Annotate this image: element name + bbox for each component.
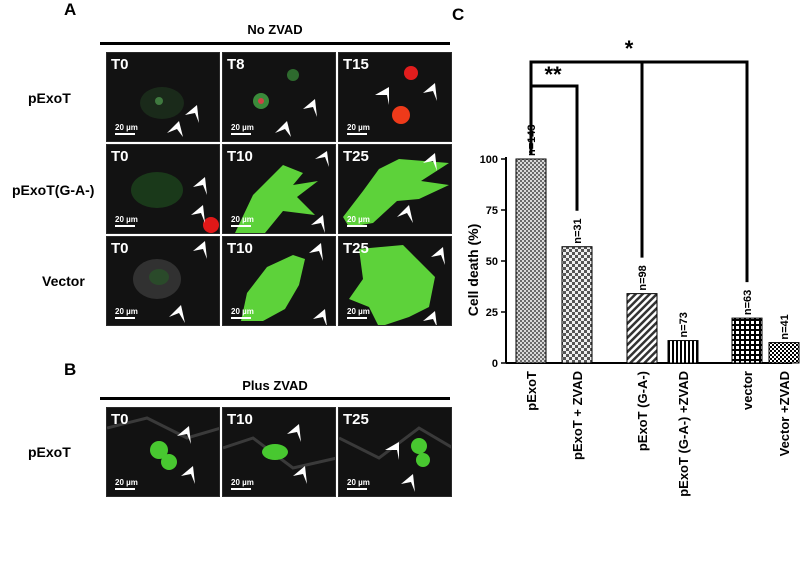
bar-count-label: n=73 <box>678 312 690 337</box>
row-label-vector: Vector <box>42 273 85 289</box>
x-category-label: pExoT (G-A-) <box>635 371 650 451</box>
time-label: T0 <box>111 240 129 257</box>
bar-1 <box>561 246 593 364</box>
time-label: T25 <box>343 411 369 428</box>
micrograph-zvad-t10: T10 20 µm <box>222 407 336 497</box>
scale-bar: 20 µm <box>115 307 138 319</box>
scale-bar: 20 µm <box>347 478 370 490</box>
micrograph-content <box>349 245 445 325</box>
time-label: T0 <box>111 411 129 428</box>
significance-label-double: ** <box>544 62 562 87</box>
y-tick-label: 75 <box>486 205 498 217</box>
panel-b-header-rule <box>100 397 450 400</box>
scale-bar: 20 µm <box>231 215 254 227</box>
micrograph-content <box>241 243 327 325</box>
panel-c-letter: C <box>452 5 464 24</box>
time-label: T10 <box>227 240 253 257</box>
scale-bar: 20 µm <box>115 215 138 227</box>
micrograph-content <box>339 426 451 492</box>
micrograph-content <box>235 151 329 233</box>
micrograph-content <box>253 69 317 137</box>
scale-bar: 20 µm <box>231 478 254 490</box>
bar-count-label: n=63 <box>742 290 754 315</box>
bar-count-label: n=31 <box>572 218 584 243</box>
time-label: T10 <box>227 411 253 428</box>
micrograph-pexot-ga-t0: T0 20 µm <box>106 144 220 234</box>
significance-bracket-outer <box>529 60 749 283</box>
panel-a-header-rule <box>100 42 450 45</box>
micrograph-pexot-ga-t25: T25 20 µm <box>338 144 452 234</box>
row-label-pexot-zvad: pExoT <box>28 444 71 460</box>
micrograph-vector-t25: T25 20 µm <box>338 236 452 326</box>
micrograph-zvad-t0: T0 20 µm <box>106 407 220 497</box>
micrograph-pexot-t0: T0 20 µm <box>106 52 220 142</box>
micrograph-vector-t10: T10 20 µm <box>222 236 336 326</box>
bar-4 <box>731 317 763 364</box>
time-label: T8 <box>227 56 245 73</box>
panel-a-letter: A <box>64 0 77 19</box>
y-tick-label: 50 <box>486 256 498 268</box>
bar-count-label: n=98 <box>637 265 649 290</box>
micrograph-vector-t0: T0 20 µm <box>106 236 220 326</box>
time-label: T25 <box>343 148 369 165</box>
bar-count-label: n=41 <box>779 314 791 339</box>
y-tick-label: 0 <box>492 358 498 370</box>
cell-death-bar-chart: C Cell death (%) 0255075100n=143pExoTn=3… <box>452 5 800 497</box>
micrograph-pexot-ga-t10: T10 20 µm <box>222 144 336 234</box>
row-label-pexot: pExoT <box>28 90 71 106</box>
x-category-label: pExoT (G-A-) +ZVAD <box>676 371 691 497</box>
scale-bar: 20 µm <box>115 478 138 490</box>
bar-3 <box>667 340 699 364</box>
bar-0 <box>515 158 547 364</box>
scale-bar: 20 µm <box>347 307 370 319</box>
micrograph-content <box>343 153 449 227</box>
time-label: T0 <box>111 148 129 165</box>
micrograph-pexot-t15: T15 20 µm <box>338 52 452 142</box>
micrograph-zvad-t25: T25 20 µm <box>338 407 452 497</box>
y-axis-title: Cell death (%) <box>465 224 481 317</box>
x-category-label: Vector +ZVAD <box>777 371 792 456</box>
micrograph-pexot-t8: T8 20 µm <box>222 52 336 142</box>
scale-bar: 20 µm <box>347 215 370 227</box>
micrograph-content <box>375 66 437 124</box>
x-category-label: vector <box>740 371 755 410</box>
micrograph-content <box>107 416 219 484</box>
y-tick-label: 25 <box>486 307 498 319</box>
significance-label-single: * <box>625 36 634 61</box>
micrograph-content <box>223 424 335 484</box>
time-label: T25 <box>343 240 369 257</box>
scale-bar: 20 µm <box>231 123 254 135</box>
x-category-label: pExoT <box>524 371 539 411</box>
significance-bracket-inner <box>531 84 579 211</box>
scale-bar: 20 µm <box>347 123 370 135</box>
y-tick-label: 100 <box>480 154 498 166</box>
micrograph-content <box>140 87 199 137</box>
time-label: T10 <box>227 148 253 165</box>
scale-bar: 20 µm <box>115 123 138 135</box>
scale-bar: 20 µm <box>231 307 254 319</box>
panel-b-letter: B <box>64 360 77 379</box>
time-label: T0 <box>111 56 129 73</box>
micrograph-content <box>131 172 219 233</box>
x-category-label: pExoT + ZVAD <box>570 371 585 460</box>
panel-b-header: Plus ZVAD <box>242 378 308 393</box>
micrograph-content <box>133 241 207 323</box>
time-label: T15 <box>343 56 369 73</box>
row-label-pexot-ga: pExoT(G-A-) <box>12 182 95 198</box>
bar-5 <box>768 342 800 364</box>
bar-2 <box>626 293 658 364</box>
panel-a-header: No ZVAD <box>247 22 303 37</box>
